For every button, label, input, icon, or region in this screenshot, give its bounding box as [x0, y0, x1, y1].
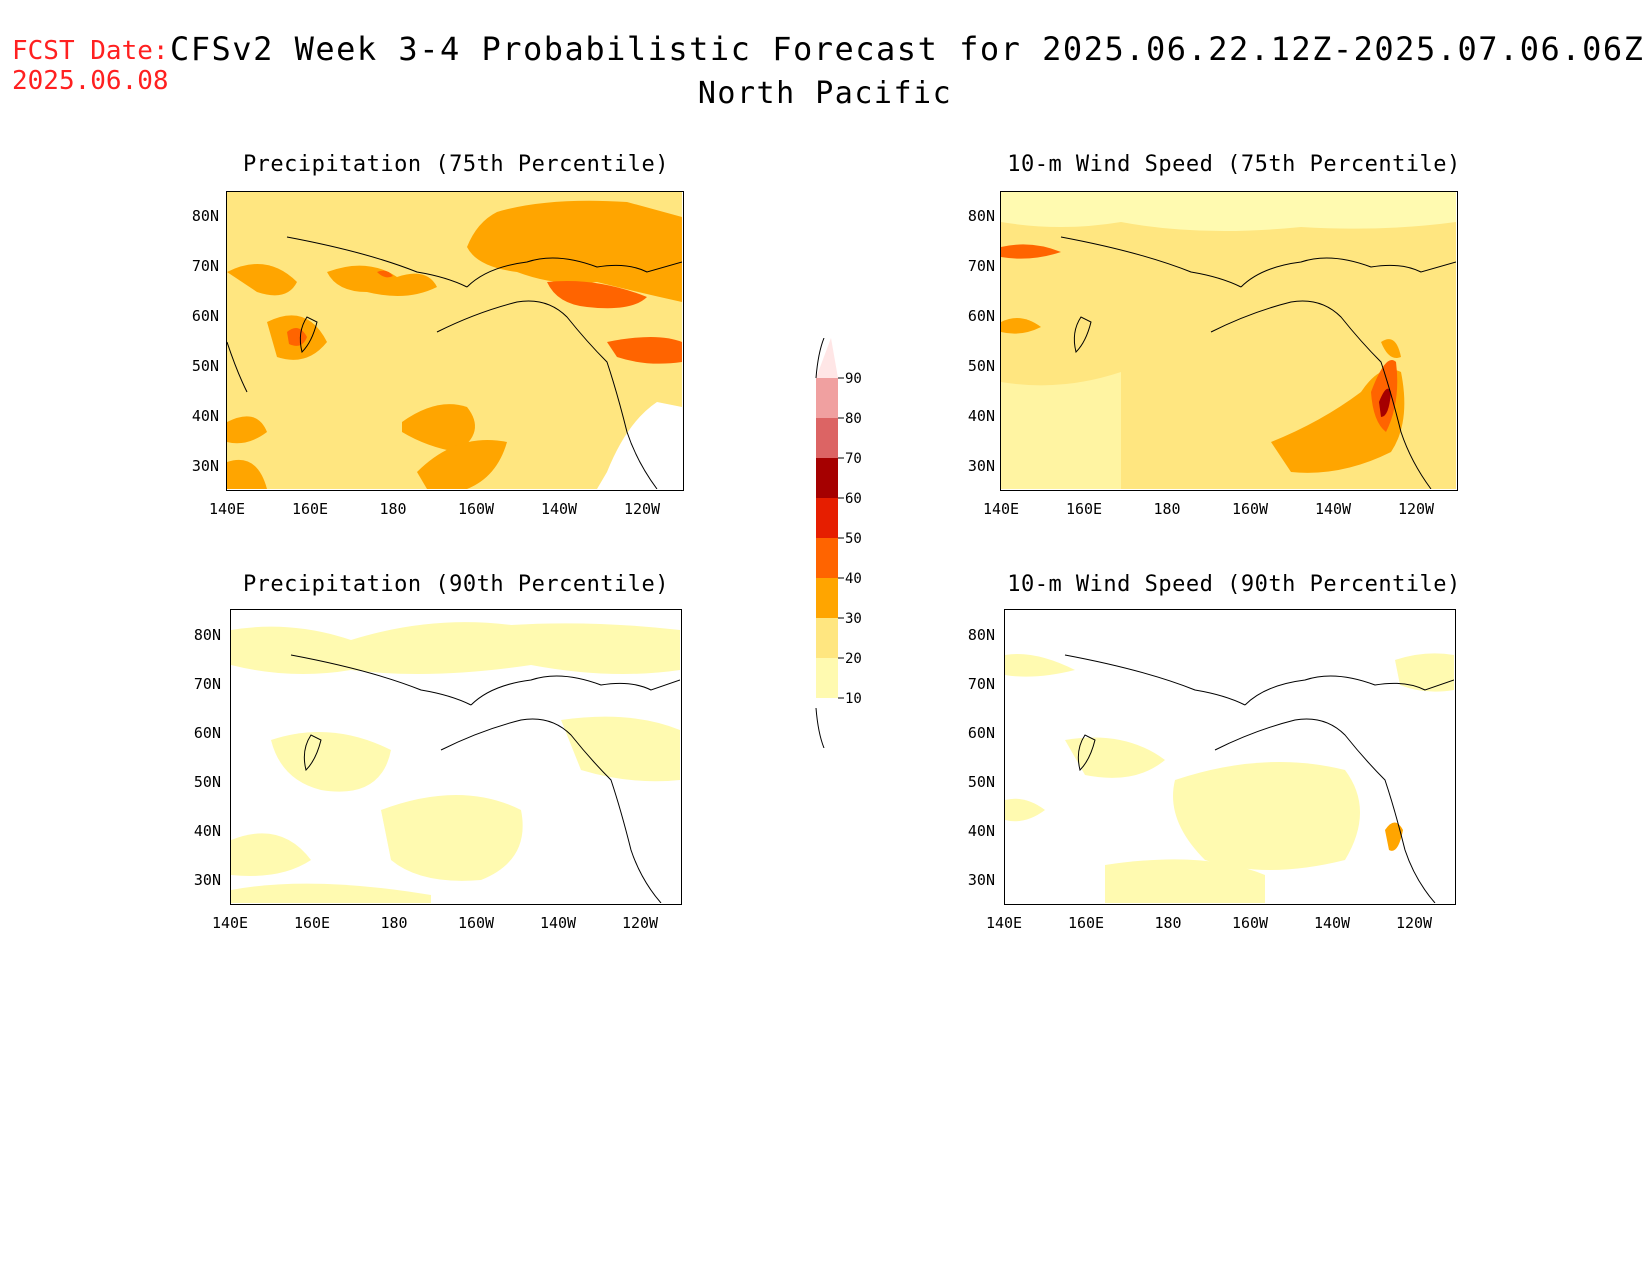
lon-label-180: 180	[379, 500, 407, 518]
colorbar-swatch-top	[816, 338, 838, 378]
lat-label-80n: 80N	[967, 207, 995, 225]
lon-label-140e: 140E	[982, 500, 1020, 518]
lat-label-50n: 50N	[967, 773, 995, 791]
lat-label-50n: 50N	[191, 357, 219, 375]
lat-label-40n: 40N	[191, 407, 219, 425]
colorbar-swatch-40	[816, 538, 838, 578]
lon-label-160e: 160E	[1067, 914, 1105, 932]
region-subtitle: North Pacific	[697, 76, 953, 111]
fcst-date: 2025.06.08	[12, 66, 169, 96]
lon-label-160w: 160W	[457, 500, 495, 518]
lon-label-120w: 120W	[1395, 914, 1433, 932]
lat-label-40n: 40N	[967, 407, 995, 425]
colorbar-label-80: 80	[845, 411, 862, 427]
page-title: CFSv2 Week 3-4 Probabilistic Forecast fo…	[170, 30, 1645, 68]
lat-label-70n: 70N	[967, 257, 995, 275]
colorbar-swatch-80	[816, 378, 838, 418]
colorbar-label-60: 60	[845, 491, 862, 507]
colorbar-label-20: 20	[845, 651, 862, 667]
lat-label-30n: 30N	[191, 457, 219, 475]
lon-label-140e: 140E	[985, 914, 1023, 932]
lat-label-80n: 80N	[191, 207, 219, 225]
lat-label-60n: 60N	[191, 307, 219, 325]
colorbar-label-90: 90	[845, 371, 862, 387]
lat-label-60n: 60N	[967, 307, 995, 325]
lat-label-30n: 30N	[193, 871, 221, 889]
lon-label-160w: 160W	[457, 914, 495, 932]
panel-title-wind-75: 10-m Wind Speed (75th Percentile)	[1007, 152, 1461, 177]
map-precip-90	[230, 609, 682, 905]
panel-title-precip-75: Precipitation (75th Percentile)	[242, 152, 670, 177]
lon-label-120w: 120W	[623, 500, 661, 518]
colorbar-swatch-60	[816, 458, 838, 498]
colorbar	[815, 338, 844, 748]
lat-label-40n: 40N	[193, 822, 221, 840]
lat-label-30n: 30N	[967, 457, 995, 475]
lon-label-140e: 140E	[208, 500, 246, 518]
colorbar-label-40: 40	[845, 571, 862, 587]
lon-label-120w: 120W	[621, 914, 659, 932]
lat-label-70n: 70N	[193, 675, 221, 693]
lon-label-140e: 140E	[211, 914, 249, 932]
colorbar-swatch-30	[816, 578, 838, 618]
lat-label-50n: 50N	[967, 357, 995, 375]
lat-label-60n: 60N	[967, 724, 995, 742]
colorbar-label-30: 30	[845, 611, 862, 627]
lon-label-180: 180	[1154, 914, 1182, 932]
lat-label-40n: 40N	[967, 822, 995, 840]
panel-title-wind-90: 10-m Wind Speed (90th Percentile)	[1007, 572, 1461, 597]
colorbar-label-10: 10	[845, 691, 862, 707]
panel-title-precip-90: Precipitation (90th Percentile)	[242, 572, 670, 597]
lon-label-180: 180	[1153, 500, 1181, 518]
lat-label-70n: 70N	[191, 257, 219, 275]
lon-label-140w: 140W	[1314, 500, 1352, 518]
lon-label-160e: 160E	[1065, 500, 1103, 518]
lon-label-140w: 140W	[540, 500, 578, 518]
lon-label-140w: 140W	[539, 914, 577, 932]
map-wind-90	[1004, 609, 1456, 905]
lon-label-180: 180	[380, 914, 408, 932]
lat-label-80n: 80N	[967, 626, 995, 644]
lat-label-80n: 80N	[193, 626, 221, 644]
colorbar-swatch-70	[816, 418, 838, 458]
fcst-label: FCST Date:	[12, 36, 169, 66]
lat-label-30n: 30N	[967, 871, 995, 889]
colorbar-label-50: 50	[845, 531, 862, 547]
colorbar-label-70: 70	[845, 451, 862, 467]
lat-label-50n: 50N	[193, 773, 221, 791]
lon-label-160w: 160W	[1231, 914, 1269, 932]
colorbar-labels: 90 80 70 60 50 40 30 20 10	[845, 370, 885, 710]
lat-label-70n: 70N	[967, 675, 995, 693]
lon-label-160w: 160W	[1231, 500, 1269, 518]
map-precip-75	[226, 191, 684, 491]
lon-label-160e: 160E	[293, 914, 331, 932]
forecast-date-label: FCST Date: 2025.06.08	[12, 36, 169, 96]
lat-label-60n: 60N	[193, 724, 221, 742]
map-wind-75	[1000, 191, 1458, 491]
lon-label-140w: 140W	[1313, 914, 1351, 932]
colorbar-swatch-20	[816, 618, 838, 658]
lon-label-160e: 160E	[291, 500, 329, 518]
colorbar-swatch-10	[816, 658, 838, 698]
lon-label-120w: 120W	[1397, 500, 1435, 518]
colorbar-swatch-50	[816, 498, 838, 538]
